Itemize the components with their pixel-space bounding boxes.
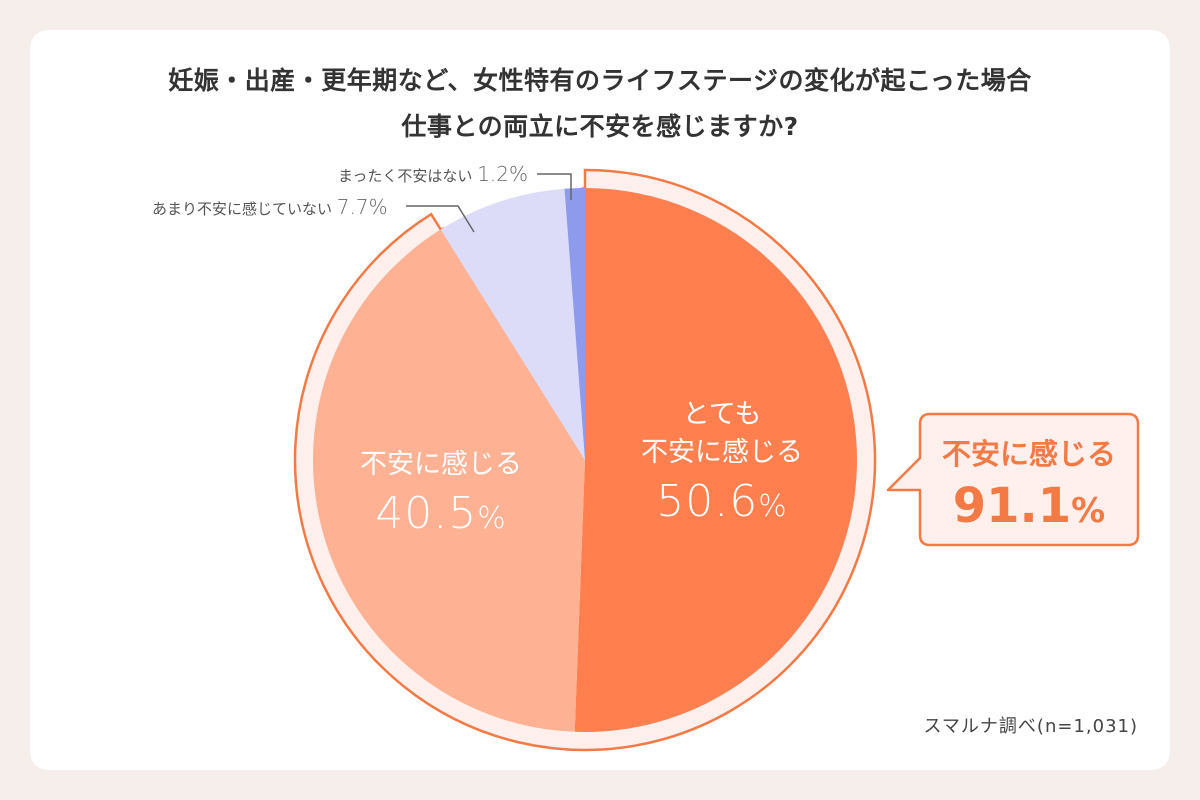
pie-slices [293,168,877,752]
callout-bubble [886,412,1140,547]
slice-label-anxious: 不安に感じる 40.5% [360,449,522,539]
source-note: スマルナ調べ(n=1,031) [923,716,1138,737]
slice-label-not-much: あまり不安に感じていない 7.7% [152,195,388,219]
chart-title-line-1: 妊娠・出産・更年期など、女性特有のライフステージの変化が起こった場合 [168,66,1032,95]
slice-value-none: 1.2 [477,162,509,186]
chart-title-line-2: 仕事との両立に不安を感じますか? [401,112,799,141]
slice-none [564,188,585,460]
leader-line-none [537,173,572,200]
slice-label-very-anxious: とても 不安に感じる 50.6% [641,399,803,527]
callout-total-anxious: 不安に感じる 91.1% [941,437,1116,534]
slice-not-much [440,188,585,461]
callout-value: 91.1 [952,478,1072,534]
slice-value-not-much: 7.7 [336,195,369,219]
slice-value-very-anxious: 50.6 [656,476,759,527]
slice-very-anxious [574,188,857,732]
slice-value-anxious: 40.5 [375,488,478,539]
chart-title: 妊娠・出産・更年期など、女性特有のライフステージの変化が起こった場合 仕事との両… [0,58,1200,150]
slice-label-none: まったく不安はない 1.2% [338,162,529,186]
slice-anxious [312,229,585,732]
leader-line-not-much [406,205,475,233]
